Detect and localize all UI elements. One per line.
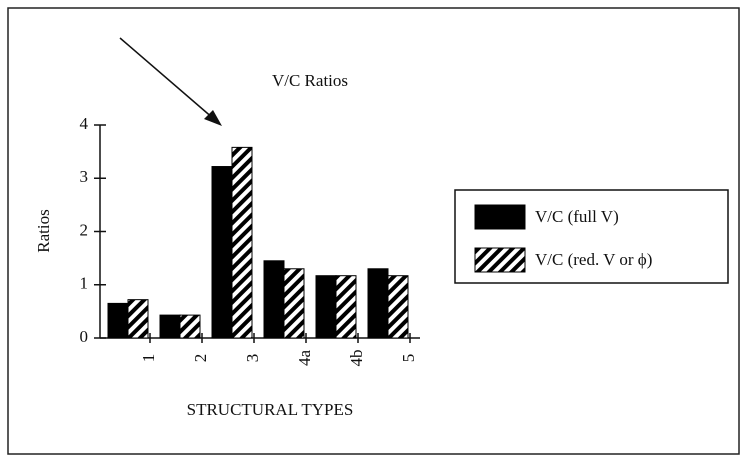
arrow-line: [119, 37, 215, 120]
legend-swatch: [474, 247, 526, 273]
bar: [387, 275, 409, 339]
frame: [7, 7, 740, 455]
x-tick-label: 2: [191, 354, 210, 363]
x-tick-label: 4b: [347, 350, 366, 367]
x-tick-label: 4a: [295, 350, 314, 367]
y-tick-label: 2: [80, 220, 89, 239]
bar: [231, 146, 253, 339]
bar: [107, 302, 129, 339]
bar: [263, 260, 285, 339]
x-axis-label: STRUCTURAL TYPES: [187, 400, 354, 419]
x-tick-label: 3: [243, 354, 262, 363]
y-tick-label: 0: [80, 327, 89, 346]
bar: [283, 268, 305, 339]
y-tick-label: 3: [80, 167, 89, 186]
bar: [315, 275, 337, 339]
chart-title: V/C Ratios: [272, 71, 348, 90]
legend-label: V/C (red. V or ϕ): [535, 250, 652, 269]
bar: [367, 268, 389, 339]
y-axis-label: Ratios: [34, 209, 53, 252]
bar: [335, 275, 357, 339]
y-tick-label: 1: [80, 274, 89, 293]
bar: [179, 314, 201, 339]
bar: [127, 299, 149, 339]
arrow-head: [204, 110, 222, 126]
legend-swatch: [474, 204, 526, 230]
legend-label: V/C (full V): [535, 207, 619, 226]
x-tick-label: 1: [139, 354, 158, 363]
bar: [159, 314, 181, 339]
y-tick-label: 4: [80, 114, 89, 133]
bar: [211, 166, 233, 339]
x-tick-label: 5: [399, 354, 418, 363]
